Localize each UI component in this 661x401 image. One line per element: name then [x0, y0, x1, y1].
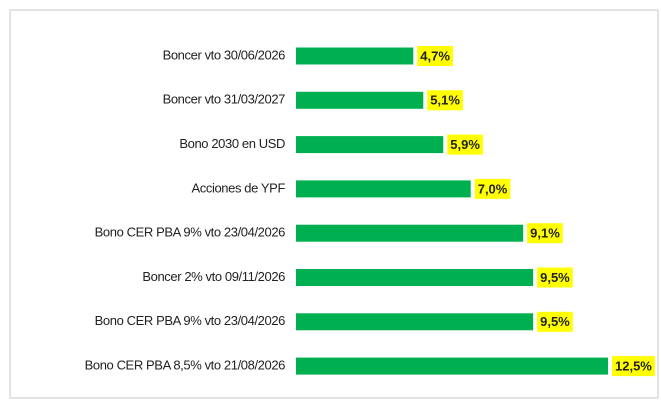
value-label: 5,9% — [450, 137, 480, 152]
bar — [296, 313, 534, 331]
value-label: 9,5% — [540, 270, 570, 285]
bar — [296, 91, 424, 109]
category-label: Bono CER PBA 8,5% vto 21/08/2026 — [85, 358, 286, 373]
value-label: 4,7% — [420, 48, 450, 63]
bar — [296, 224, 524, 242]
category-label: Bono 2030 en USD — [179, 136, 285, 151]
value-label: 9,5% — [540, 314, 570, 329]
value-label-bg — [447, 134, 483, 155]
value-label: 7,0% — [478, 181, 508, 196]
category-label: Bono CER PBA 9% vto 23/04/2026 — [95, 225, 286, 240]
value-label: 9,1% — [530, 226, 560, 241]
category-label: Bono CER PBA 9% vto 23/04/2026 — [95, 313, 286, 328]
bar — [296, 180, 471, 198]
value-label-bg — [427, 90, 463, 111]
value-label-bg — [612, 356, 655, 377]
value-label: 5,1% — [430, 93, 460, 108]
value-label-bg — [417, 46, 453, 66]
bar — [296, 357, 608, 375]
value-label-bg — [537, 311, 573, 332]
category-label: Boncer vto 31/03/2027 — [163, 92, 286, 107]
category-label: Acciones de YPF — [192, 180, 286, 195]
category-label: Boncer 2% vto 09/11/2026 — [142, 269, 285, 284]
value-label-bg — [537, 267, 573, 288]
bar — [296, 47, 414, 65]
bar — [296, 269, 534, 286]
bar — [296, 136, 444, 154]
value-label-bg — [527, 223, 563, 244]
chart-frame — [9, 9, 659, 399]
value-label: 12,5% — [615, 359, 652, 374]
category-label: Boncer vto 30/06/2026 — [163, 47, 286, 62]
value-label-bg — [474, 178, 511, 199]
